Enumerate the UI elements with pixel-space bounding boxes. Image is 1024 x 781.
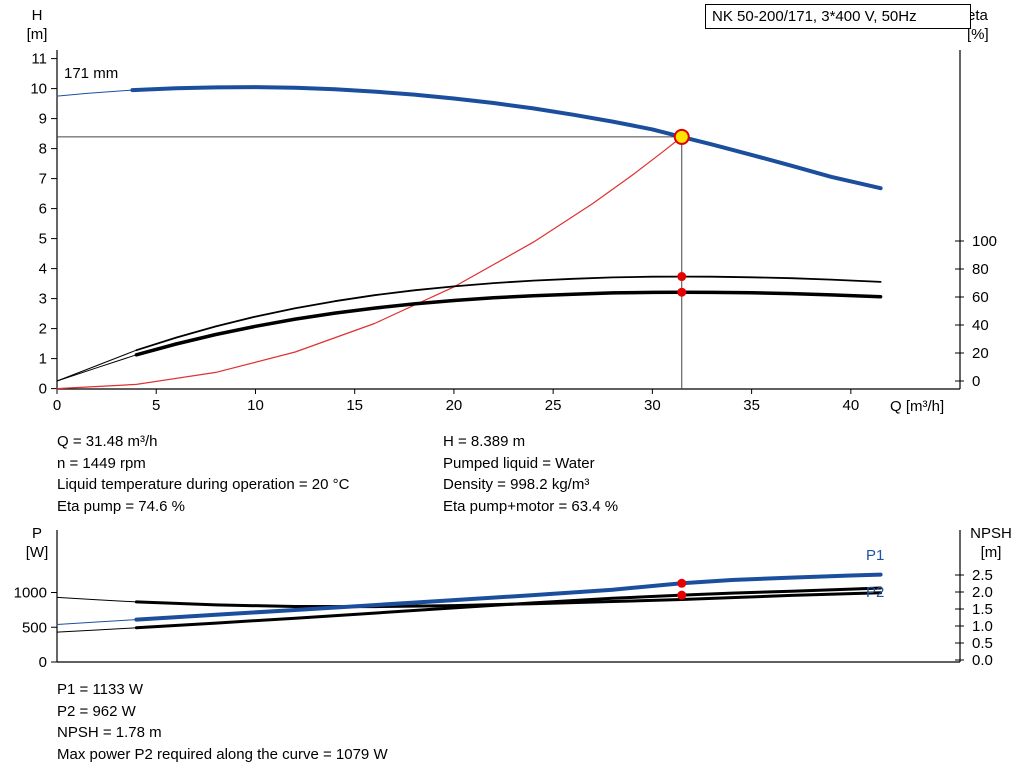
info-flow: Q = 31.48 m³/h: [57, 433, 158, 450]
pump-model-title-box: NK 50-200/171, 3*400 V, 50Hz: [705, 4, 971, 29]
x-tick-label: 5: [152, 397, 160, 414]
info-head: H = 8.389 m: [443, 433, 526, 450]
y-right-tick-label: 40: [972, 317, 989, 334]
head-curve-171mm: [130, 85, 883, 191]
y-left-tick-label: 3: [39, 291, 47, 308]
y-left-tick-label: 9: [39, 111, 47, 128]
npsh-curve-lead: [56, 596, 137, 603]
y-left-tick-label: 6: [39, 201, 47, 218]
y-left-tick-label: 0: [39, 381, 47, 398]
npsh-axis-unit: [m]: [980, 544, 1002, 561]
power-chart: 0 500 1000 0.00.51.01.52.02.5: [14, 530, 993, 671]
x-tick-label: 15: [346, 397, 363, 414]
x-tick-label: 40: [842, 397, 859, 414]
p1-curve: [134, 572, 883, 622]
info-p2: P2 = 962 W: [57, 702, 136, 720]
y-right-tick-label: 60: [972, 289, 989, 306]
x-tick-label: 30: [644, 397, 661, 414]
duty-dot: [677, 272, 687, 282]
duty-dot: [677, 287, 687, 297]
y-left-tick-label: 8: [39, 141, 47, 158]
p2-curve-label: P2: [866, 584, 885, 601]
head-curve-lead: [56, 89, 133, 97]
eta-pump-lead: [56, 349, 137, 382]
y-right-tick-label: 0.0: [972, 652, 993, 669]
y-right-tick-label: 2.0: [972, 584, 993, 601]
p2-curve: [134, 586, 883, 630]
info-block-top-right: H = 8.389 m Pumped liquid = Water Densit…: [443, 431, 618, 517]
eta-pump-motor-curve: [134, 290, 883, 357]
npsh-axis-symbol: NPSH: [970, 525, 1012, 542]
y-right-tick-label: 1.0: [972, 618, 993, 635]
p-axis-symbol: P: [31, 525, 42, 542]
y-right-tick-label: 2.5: [972, 567, 993, 584]
h-axis-symbol: H: [31, 7, 43, 24]
y-right-tick-label: 20: [972, 345, 989, 362]
info-npsh: NPSH = 1.78 m: [57, 724, 162, 741]
eta-axis-unit: [%]: [967, 26, 989, 43]
info-speed: n = 1449 rpm: [57, 454, 146, 472]
y-left-tick-label: 5: [39, 231, 47, 248]
y-left-tick-label: 10: [30, 81, 47, 98]
x-tick-label: 20: [446, 397, 463, 414]
y-left-tick-label: 11: [31, 51, 47, 68]
qh-chart: 0 1 2 3 4 5 6 7 8 9 10 11 0 20 40 60 80 100 0 5 10 15 20 25 30 35…: [30, 50, 997, 414]
y-left-tick-label: 0: [39, 654, 47, 671]
info-eta-pump: Eta pump = 74.6 %: [57, 497, 185, 515]
p-axis-label: P [W]: [18, 524, 56, 562]
p2-curve-lead: [56, 627, 137, 633]
y-left-tick-label: 7: [39, 171, 47, 188]
info-block-top-left: Q = 31.48 m³/h n = 1449 rpm Liquid tempe…: [57, 431, 349, 517]
y-left-tick-label: 500: [22, 619, 47, 636]
y-right-tick-label: 80: [972, 261, 989, 278]
info-density: Density = 998.2 kg/m³: [443, 476, 590, 493]
x-tick-label: 0: [53, 397, 61, 414]
x-tick-label: 25: [545, 397, 562, 414]
q-axis-label: Q [m³/h]: [890, 398, 945, 415]
eta-axis-symbol: eta: [967, 7, 988, 24]
p-axis-unit: [W]: [25, 544, 49, 561]
impeller-diameter-label: 171 mm: [64, 65, 119, 82]
y-left-tick-label: 2: [39, 321, 47, 338]
duty-point: [673, 128, 690, 145]
info-liquid-temperature: Liquid temperature during operation = 20…: [57, 476, 350, 493]
duty-dot: [677, 578, 687, 588]
y-left-tick-label: 4: [39, 261, 47, 278]
duty-dot: [677, 590, 687, 600]
eta-pump-motor-lead: [56, 354, 137, 382]
y-right-tick-label: 0: [972, 373, 980, 390]
h-axis-label: H [m]: [18, 6, 56, 44]
y-left-tick-label: 1000: [14, 585, 47, 602]
eta-axis-label: eta [%]: [967, 6, 1013, 44]
y-left-tick-label: 1: [39, 351, 47, 368]
x-tick-label: 10: [247, 397, 264, 414]
p1-curve-lead: [56, 619, 137, 625]
y-right-tick-label: 0.5: [972, 635, 993, 652]
y-right-tick-label: 100: [972, 233, 997, 250]
npsh-axis-label: NPSH [m]: [962, 524, 1020, 562]
info-pumped-liquid: Pumped liquid = Water: [443, 454, 595, 472]
p1-curve-label: P1: [866, 547, 885, 564]
info-eta-pump-motor: Eta pump+motor = 63.4 %: [443, 497, 619, 515]
y-right-tick-label: 1.5: [972, 601, 993, 618]
info-p1: P1 = 1133 W: [57, 681, 144, 698]
info-block-bottom: P1 = 1133 W P2 = 962 W NPSH = 1.78 m Max…: [57, 679, 388, 765]
h-axis-unit: [m]: [26, 26, 48, 43]
eta-pump-curve: [135, 275, 882, 352]
info-max-p2: Max power P2 required along the curve = …: [57, 745, 388, 763]
x-tick-label: 35: [743, 397, 760, 414]
